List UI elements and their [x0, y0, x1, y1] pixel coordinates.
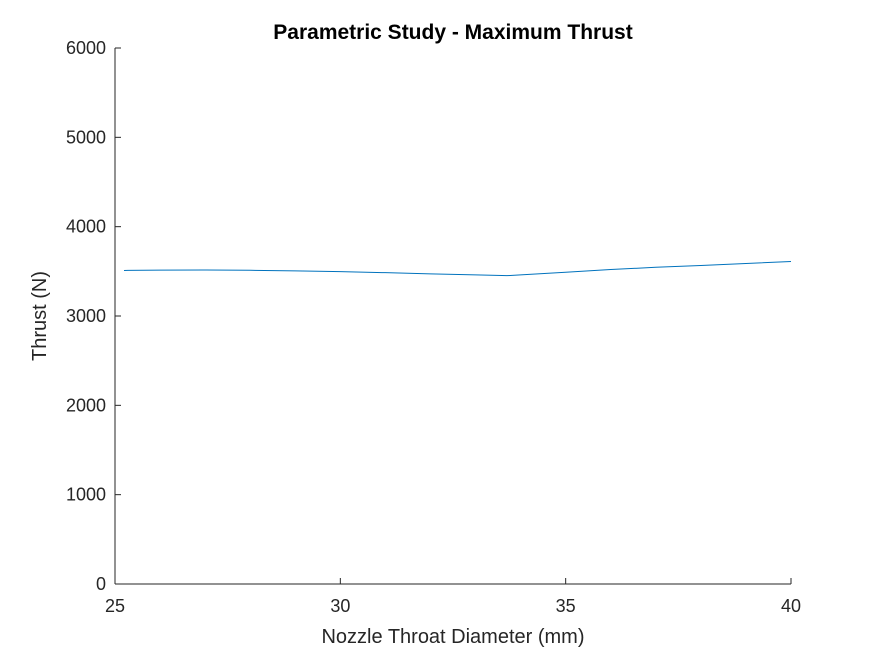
x-tick-label: 30: [330, 596, 350, 616]
x-tick-label: 40: [781, 596, 801, 616]
y-tick-label: 1000: [66, 485, 106, 505]
x-tick-label: 35: [556, 596, 576, 616]
y-tick-label: 0: [96, 574, 106, 594]
y-tick-label: 4000: [66, 217, 106, 237]
series-line-1: [124, 261, 792, 277]
x-axis-label: Nozzle Throat Diameter (mm): [321, 626, 584, 648]
y-tick-label: 3000: [66, 306, 106, 326]
y-tick-label: 5000: [66, 127, 106, 147]
y-tick-label: 6000: [66, 38, 106, 58]
x-tick-label: 25: [105, 596, 125, 616]
y-tick-label: 2000: [66, 395, 106, 415]
y-axis-ticks: 0 1000 2000 3000 4000 5000 6000: [66, 38, 121, 594]
plot-area: [114, 48, 792, 585]
chart-title: Parametric Study - Maximum Thrust: [273, 21, 632, 44]
x-axis-ticks: 25 30 35 40: [105, 578, 801, 616]
y-axis-label: Thrust (N): [29, 271, 51, 361]
